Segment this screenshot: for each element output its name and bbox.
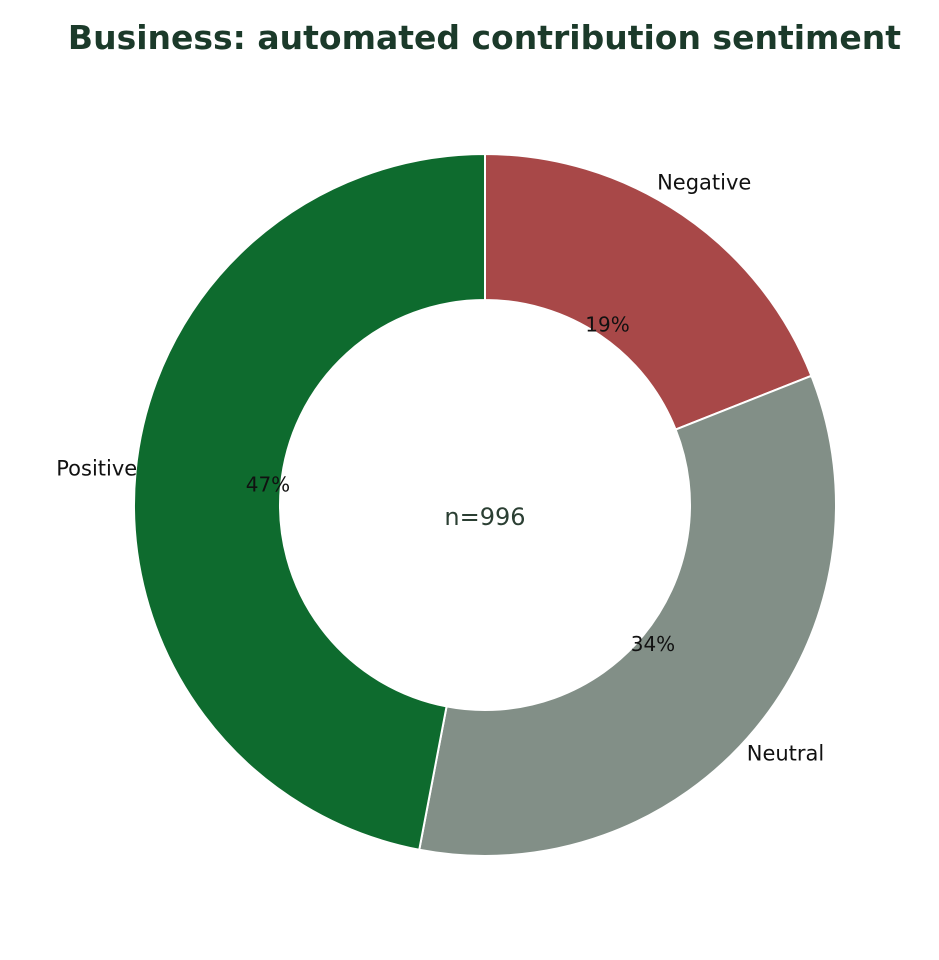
slice-positive [133,152,486,851]
category-labels-group: Negative Neutral Positive [56,170,824,765]
percent-label-neutral: 34% [631,632,675,656]
category-label-negative: Negative [657,170,751,194]
percent-label-negative: 19% [585,313,629,337]
category-label-neutral: Neutral [747,742,825,766]
percent-label-positive: 47% [246,472,290,496]
slice-neutral [418,374,837,857]
percent-labels-group: 19% 34% 47% [246,313,675,656]
center-sample-size-label: n=996 [444,503,525,531]
chart-title: Business: automated contribution sentime… [67,18,902,57]
slice-negative [484,152,813,431]
category-label-positive: Positive [56,456,137,480]
slices-group [133,152,837,857]
